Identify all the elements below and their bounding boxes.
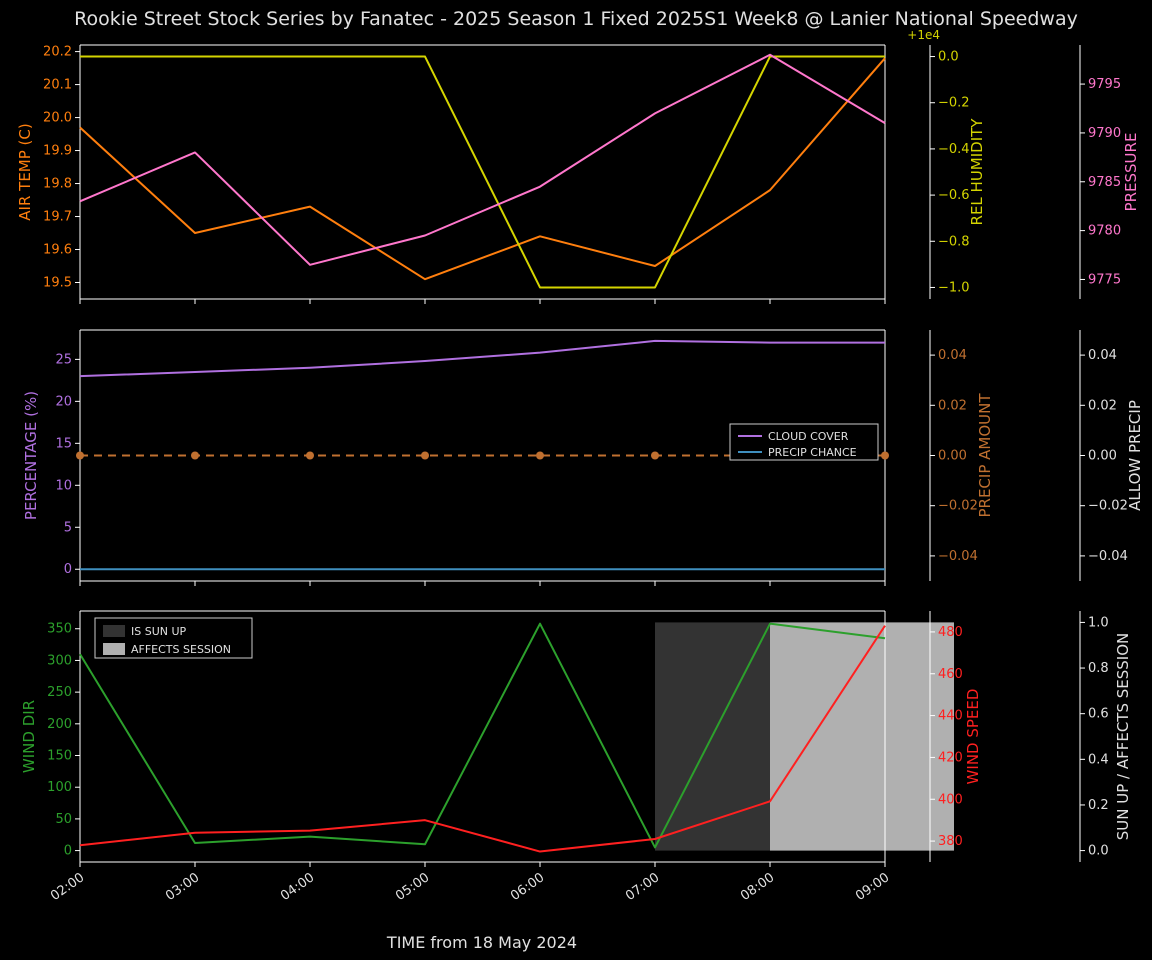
svg-text:−1.0: −1.0 [938,280,970,295]
svg-text:0.02: 0.02 [1088,398,1117,413]
svg-text:420: 420 [938,750,963,765]
svg-text:SUN UP / AFFECTS SESSION: SUN UP / AFFECTS SESSION [1114,633,1132,841]
svg-text:0.00: 0.00 [938,449,967,464]
svg-text:19.5: 19.5 [43,276,72,291]
svg-text:0.6: 0.6 [1088,707,1109,722]
svg-text:0.0: 0.0 [938,50,959,65]
svg-text:AIR TEMP (C): AIR TEMP (C) [16,123,34,220]
svg-text:19.9: 19.9 [43,144,72,159]
svg-text:20.2: 20.2 [43,45,72,60]
svg-text:PRESSURE: PRESSURE [1122,133,1140,212]
svg-text:250: 250 [47,685,72,700]
svg-text:9790: 9790 [1088,126,1121,141]
svg-text:PRECIP AMOUNT: PRECIP AMOUNT [976,393,994,518]
svg-text:9795: 9795 [1088,77,1121,92]
svg-text:15: 15 [55,436,72,451]
svg-text:ALLOW PRECIP: ALLOW PRECIP [1126,400,1144,511]
svg-text:10: 10 [55,478,72,493]
weather-chart-figure: Rookie Street Stock Series by Fanatec - … [0,0,1152,960]
svg-text:−0.04: −0.04 [938,549,978,564]
svg-text:0.04: 0.04 [1088,348,1117,363]
svg-text:20: 20 [55,394,72,409]
svg-text:50: 50 [55,812,72,827]
svg-text:−0.04: −0.04 [1088,549,1128,564]
svg-text:100: 100 [47,780,72,795]
svg-text:9785: 9785 [1088,175,1121,190]
svg-text:−0.02: −0.02 [938,499,978,514]
svg-text:0.4: 0.4 [1088,752,1109,767]
svg-text:9775: 9775 [1088,272,1121,287]
svg-text:AFFECTS SESSION: AFFECTS SESSION [131,643,231,656]
svg-text:150: 150 [47,749,72,764]
svg-text:0.00: 0.00 [1088,449,1117,464]
svg-text:PERCENTAGE (%): PERCENTAGE (%) [22,391,40,520]
svg-text:19.7: 19.7 [43,210,72,225]
svg-text:19.6: 19.6 [43,243,72,258]
svg-text:CLOUD COVER: CLOUD COVER [768,430,849,443]
svg-text:0.02: 0.02 [938,398,967,413]
svg-text:−0.4: −0.4 [938,142,970,157]
svg-text:−0.02: −0.02 [1088,499,1128,514]
svg-text:0: 0 [64,562,72,577]
svg-text:9780: 9780 [1088,224,1121,239]
svg-text:−0.8: −0.8 [938,234,970,249]
svg-text:PRECIP CHANCE: PRECIP CHANCE [768,446,857,459]
svg-text:1.0: 1.0 [1088,615,1109,630]
svg-text:400: 400 [938,792,963,807]
svg-text:19.8: 19.8 [43,177,72,192]
svg-text:REL HUMIDITY: REL HUMIDITY [968,118,986,226]
svg-text:0.8: 0.8 [1088,661,1109,676]
svg-text:20.1: 20.1 [43,78,72,93]
x-axis-label: TIME from 18 May 2024 [386,933,577,952]
svg-text:WIND SPEED: WIND SPEED [964,689,982,785]
svg-text:0.04: 0.04 [938,348,967,363]
svg-text:440: 440 [938,709,963,724]
svg-text:25: 25 [55,352,72,367]
svg-text:350: 350 [47,622,72,637]
chart-title: Rookie Street Stock Series by Fanatec - … [74,8,1078,30]
svg-text:−0.2: −0.2 [938,96,970,111]
svg-text:+1e4: +1e4 [907,28,940,42]
svg-text:−0.6: −0.6 [938,188,970,203]
svg-text:WIND DIR: WIND DIR [20,700,38,773]
svg-text:0.2: 0.2 [1088,798,1109,813]
svg-text:380: 380 [938,834,963,849]
svg-text:460: 460 [938,667,963,682]
svg-text:0.0: 0.0 [1088,844,1109,859]
svg-text:480: 480 [938,625,963,640]
svg-text:0: 0 [64,844,72,859]
svg-text:200: 200 [47,717,72,732]
svg-text:IS SUN UP: IS SUN UP [131,625,187,638]
svg-text:20.0: 20.0 [43,111,72,126]
svg-text:300: 300 [47,653,72,668]
svg-text:5: 5 [64,520,72,535]
